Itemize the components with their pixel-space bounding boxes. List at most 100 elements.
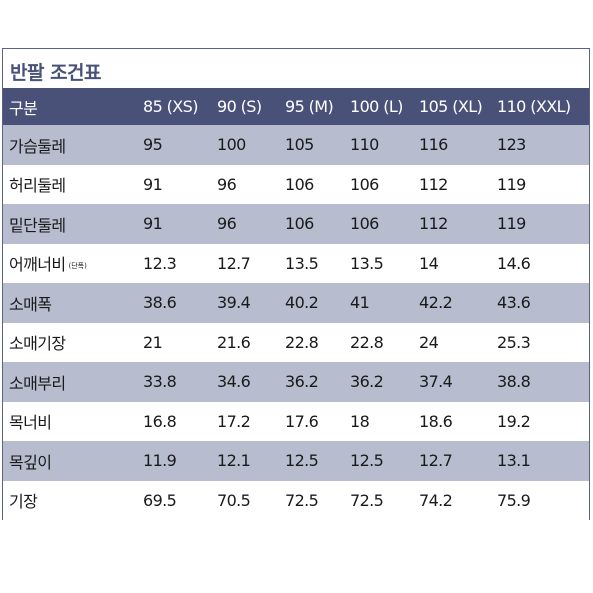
table-cell: 116 bbox=[413, 125, 491, 165]
row-label-text: 목너비 bbox=[9, 413, 52, 433]
row-label: 밑단둘레 bbox=[3, 204, 137, 244]
table-cell: 100 bbox=[211, 125, 279, 165]
table-cell: 36.2 bbox=[279, 362, 344, 402]
table-cell: 38.8 bbox=[491, 362, 589, 402]
row-label: 기장 bbox=[3, 480, 137, 520]
table-cell: 18 bbox=[344, 401, 413, 441]
table-cell: 21.6 bbox=[211, 322, 279, 362]
table-cell: 12.3 bbox=[137, 243, 211, 283]
table-cell: 105 bbox=[279, 125, 344, 165]
row-label-text: 목깊이 bbox=[9, 452, 52, 472]
table-cell: 17.2 bbox=[211, 401, 279, 441]
table-cell: 112 bbox=[413, 164, 491, 204]
row-label: 소매폭 bbox=[3, 283, 137, 323]
table-cell: 14.6 bbox=[491, 243, 589, 283]
table-row: 기장 69.5 70.5 72.5 72.5 74.2 75.9 bbox=[3, 480, 589, 520]
table-cell: 13.1 bbox=[491, 441, 589, 481]
table-cell: 14 bbox=[413, 243, 491, 283]
table-cell: 75.9 bbox=[491, 480, 589, 520]
table-cell: 123 bbox=[491, 125, 589, 165]
table-cell: 22.8 bbox=[279, 322, 344, 362]
row-label: 목깊이 bbox=[3, 441, 137, 481]
table-cell: 106 bbox=[279, 204, 344, 244]
table-cell: 12.1 bbox=[211, 441, 279, 481]
table-cell: 72.5 bbox=[279, 480, 344, 520]
table-cell: 106 bbox=[279, 164, 344, 204]
row-label-note: (단폭) bbox=[68, 261, 87, 270]
row-label-text: 기장 bbox=[9, 492, 38, 512]
header-cell-category: 구분 bbox=[3, 88, 137, 125]
table-cell: 106 bbox=[344, 204, 413, 244]
table-cell: 70.5 bbox=[211, 480, 279, 520]
table-cell: 41 bbox=[344, 283, 413, 323]
table-cell: 11.9 bbox=[137, 441, 211, 481]
table-cell: 12.7 bbox=[413, 441, 491, 481]
header-cell-size: 95 (M) bbox=[279, 88, 344, 125]
table-cell: 12.5 bbox=[279, 441, 344, 481]
header-row: 구분 85 (XS) 90 (S) 95 (M) 100 (L) 105 (XL… bbox=[3, 88, 589, 125]
table-cell: 42.2 bbox=[413, 283, 491, 323]
table-row: 가슴둘레 95 100 105 110 116 123 bbox=[3, 125, 589, 165]
row-label: 소매부리 bbox=[3, 362, 137, 402]
table-cell: 33.8 bbox=[137, 362, 211, 402]
table-row: 소매부리 33.8 34.6 36.2 36.2 37.4 38.8 bbox=[3, 362, 589, 402]
table-row: 소매폭 38.6 39.4 40.2 41 42.2 43.6 bbox=[3, 283, 589, 323]
table-row: 목깊이 11.9 12.1 12.5 12.5 12.7 13.1 bbox=[3, 441, 589, 481]
table-cell: 36.2 bbox=[344, 362, 413, 402]
header-cell-size: 100 (L) bbox=[344, 88, 413, 125]
row-label-text: 밑단둘레 bbox=[9, 215, 66, 235]
table-row: 소매기장 21 21.6 22.8 22.8 24 25.3 bbox=[3, 322, 589, 362]
table-cell: 69.5 bbox=[137, 480, 211, 520]
table-cell: 95 bbox=[137, 125, 211, 165]
table-cell: 39.4 bbox=[211, 283, 279, 323]
row-label: 어깨너비 (단폭) bbox=[3, 243, 137, 283]
table-row: 어깨너비 (단폭) 12.3 12.7 13.5 13.5 14 14.6 bbox=[3, 243, 589, 283]
table-cell: 22.8 bbox=[344, 322, 413, 362]
table-cell: 96 bbox=[211, 164, 279, 204]
page-title: 반팔 조건표 bbox=[10, 62, 102, 84]
table-cell: 91 bbox=[137, 204, 211, 244]
table-cell: 12.7 bbox=[211, 243, 279, 283]
row-label: 허리둘레 bbox=[3, 164, 137, 204]
table-cell: 37.4 bbox=[413, 362, 491, 402]
table-cell: 112 bbox=[413, 204, 491, 244]
row-label-text: 소매부리 bbox=[9, 373, 66, 393]
table-cell: 96 bbox=[211, 204, 279, 244]
table-cell: 17.6 bbox=[279, 401, 344, 441]
table-cell: 119 bbox=[491, 204, 589, 244]
table-cell: 72.5 bbox=[344, 480, 413, 520]
row-label-text: 가슴둘레 bbox=[9, 136, 66, 156]
row-label: 목너비 bbox=[3, 401, 137, 441]
size-table: 구분 85 (XS) 90 (S) 95 (M) 100 (L) 105 (XL… bbox=[3, 88, 589, 520]
table-row: 밑단둘레 91 96 106 106 112 119 bbox=[3, 204, 589, 244]
table-cell: 106 bbox=[344, 164, 413, 204]
table-cell: 40.2 bbox=[279, 283, 344, 323]
table-cell: 18.6 bbox=[413, 401, 491, 441]
table-cell: 74.2 bbox=[413, 480, 491, 520]
table-cell: 13.5 bbox=[279, 243, 344, 283]
table-cell: 13.5 bbox=[344, 243, 413, 283]
table-cell: 21 bbox=[137, 322, 211, 362]
header-cell-size: 85 (XS) bbox=[137, 88, 211, 125]
table-cell: 12.5 bbox=[344, 441, 413, 481]
table-cell: 43.6 bbox=[491, 283, 589, 323]
table-row: 목너비 16.8 17.2 17.6 18 18.6 19.2 bbox=[3, 401, 589, 441]
table-cell: 16.8 bbox=[137, 401, 211, 441]
table-cell: 19.2 bbox=[491, 401, 589, 441]
table-row: 허리둘레 91 96 106 106 112 119 bbox=[3, 164, 589, 204]
row-label-text: 허리둘레 bbox=[9, 176, 66, 196]
table-cell: 34.6 bbox=[211, 362, 279, 402]
table-cell: 24 bbox=[413, 322, 491, 362]
header-cell-size: 105 (XL) bbox=[413, 88, 491, 125]
header-cell-size: 90 (S) bbox=[211, 88, 279, 125]
row-label-text: 소매폭 bbox=[9, 294, 52, 314]
row-label-text: 어깨너비 bbox=[9, 255, 66, 275]
row-label: 가슴둘레 bbox=[3, 125, 137, 165]
row-label-text: 소매기장 bbox=[9, 334, 66, 354]
table-cell: 38.6 bbox=[137, 283, 211, 323]
table-cell: 91 bbox=[137, 164, 211, 204]
table-cell: 119 bbox=[491, 164, 589, 204]
row-label: 소매기장 bbox=[3, 322, 137, 362]
table-cell: 110 bbox=[344, 125, 413, 165]
table-cell: 25.3 bbox=[491, 322, 589, 362]
